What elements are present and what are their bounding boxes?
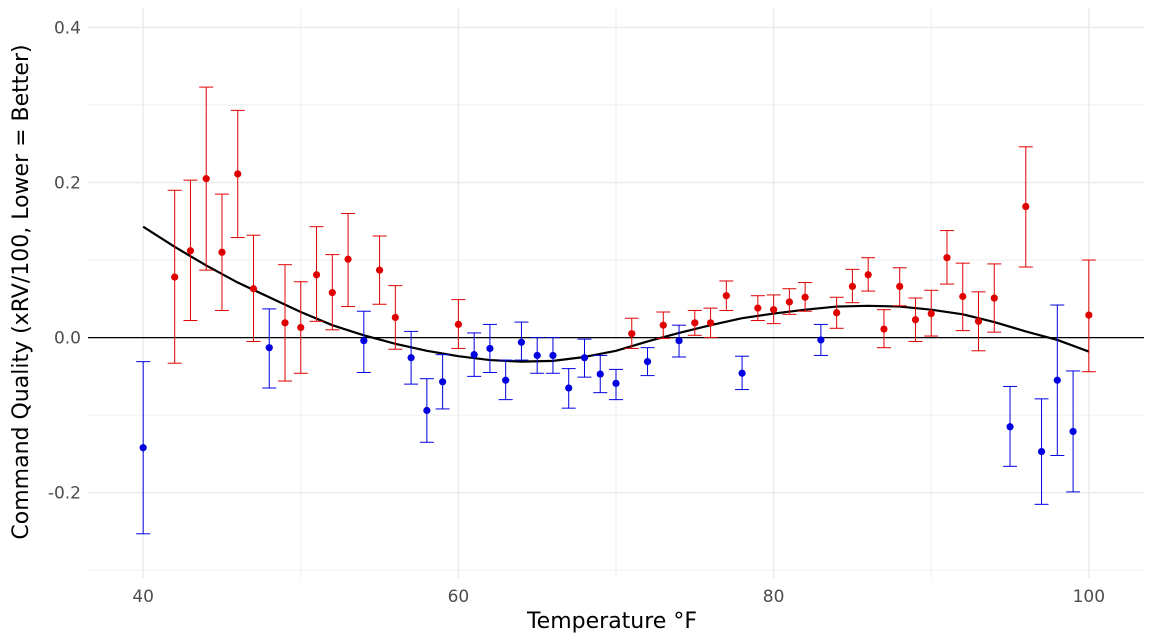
data-point	[864, 271, 872, 279]
data-point	[848, 282, 857, 291]
data-point	[1022, 202, 1030, 211]
data-point	[880, 325, 888, 333]
data-point	[517, 338, 526, 346]
data-point	[470, 351, 478, 359]
data-point	[580, 354, 589, 362]
data-point	[171, 273, 179, 281]
x-tick-labels: 40 60 80 100	[132, 587, 1105, 607]
data-point	[265, 344, 273, 352]
data-point	[770, 306, 778, 314]
y-tick-label: -0.2	[48, 484, 81, 504]
data-point	[281, 319, 289, 327]
data-point	[423, 406, 431, 415]
data-point	[439, 378, 447, 386]
data-point	[328, 289, 336, 297]
data-point	[911, 316, 920, 324]
data-point	[643, 358, 652, 366]
data-point	[1069, 427, 1077, 436]
data-point	[1006, 423, 1014, 431]
data-point	[612, 379, 620, 387]
data-point	[943, 254, 951, 262]
x-axis-title: Temperature °F	[526, 609, 697, 634]
data-point	[974, 317, 983, 325]
data-point	[1053, 376, 1061, 384]
data-point	[990, 294, 998, 302]
data-point	[1085, 311, 1093, 319]
y-tick-label: 0.4	[54, 18, 81, 38]
y-axis-title: Command Quality (xRV/100, Lower = Better…	[9, 44, 34, 539]
data-point	[360, 337, 368, 345]
data-point	[896, 282, 904, 291]
data-point	[785, 298, 793, 306]
data-point	[375, 266, 384, 274]
data-point	[722, 292, 730, 300]
data-point	[596, 370, 604, 378]
data-point	[628, 330, 636, 338]
x-tick-label: 40	[132, 587, 154, 607]
data-point	[1037, 447, 1046, 456]
data-point	[454, 320, 462, 329]
data-point	[249, 285, 258, 293]
data-point	[234, 170, 242, 178]
data-point	[486, 344, 494, 353]
y-tick-label: 0.0	[54, 329, 81, 349]
data-point	[218, 248, 226, 256]
data-point	[312, 271, 321, 279]
data-point	[502, 376, 510, 384]
data-point	[407, 354, 415, 362]
data-point	[801, 293, 809, 301]
data-point	[738, 369, 746, 377]
data-point	[691, 319, 699, 327]
data-point	[675, 337, 683, 345]
data-point	[817, 336, 825, 344]
data-point	[706, 319, 715, 327]
data-point	[391, 313, 399, 322]
point-layer	[139, 170, 1093, 456]
data-point	[565, 384, 573, 392]
x-tick-label: 100	[1073, 587, 1105, 607]
data-point	[959, 292, 967, 301]
data-point	[549, 351, 557, 360]
data-point	[533, 351, 541, 360]
data-point	[186, 247, 195, 255]
y-tick-label: 0.2	[54, 173, 81, 193]
data-point	[754, 304, 762, 312]
data-point	[297, 323, 305, 332]
data-point	[139, 444, 147, 452]
data-point	[202, 175, 210, 183]
data-point	[659, 321, 667, 329]
data-point	[344, 255, 352, 263]
data-point	[927, 309, 935, 318]
x-tick-label: 60	[448, 587, 470, 607]
x-tick-label: 80	[763, 587, 785, 607]
data-point	[833, 309, 841, 317]
y-tick-labels: -0.2 0.0 0.2 0.4	[48, 18, 81, 503]
